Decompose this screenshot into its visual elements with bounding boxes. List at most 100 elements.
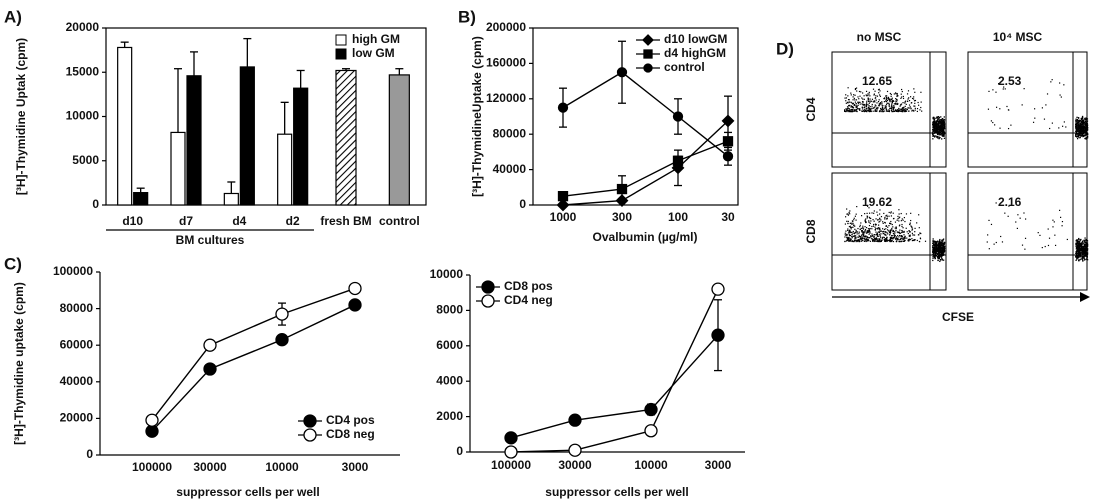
event-dot bbox=[872, 234, 874, 237]
event-dot bbox=[933, 127, 935, 129]
event-dot bbox=[913, 105, 915, 107]
event-dot bbox=[907, 98, 909, 100]
event-dot bbox=[885, 95, 887, 97]
event-dot bbox=[858, 240, 861, 243]
event-dot bbox=[1080, 130, 1082, 132]
event-dot bbox=[919, 109, 921, 111]
event-dot bbox=[943, 241, 946, 244]
event-dot bbox=[913, 239, 915, 241]
event-dot bbox=[880, 233, 882, 235]
event-dot bbox=[935, 245, 937, 247]
event-dot bbox=[873, 107, 875, 109]
event-dot bbox=[902, 227, 904, 229]
event-dot bbox=[861, 239, 863, 241]
event-dot bbox=[850, 226, 852, 229]
event-dot bbox=[879, 110, 881, 112]
event-dot bbox=[904, 110, 906, 113]
event-dot bbox=[846, 109, 848, 111]
event-dot bbox=[1079, 133, 1081, 135]
event-dot bbox=[933, 241, 936, 243]
event-dot bbox=[868, 110, 870, 113]
event-dot bbox=[879, 213, 881, 215]
event-dot bbox=[938, 250, 940, 252]
event-dot bbox=[892, 229, 894, 232]
event-dot bbox=[866, 236, 869, 239]
event-dot bbox=[857, 240, 859, 243]
event-dot bbox=[857, 240, 859, 242]
event-dot bbox=[913, 96, 915, 98]
event-dot bbox=[1077, 245, 1079, 248]
event-dot bbox=[874, 90, 876, 92]
event-dot bbox=[848, 108, 851, 110]
event-dot bbox=[1051, 79, 1053, 81]
event-dot bbox=[1077, 244, 1079, 246]
event-dot bbox=[936, 119, 939, 122]
event-dot bbox=[848, 235, 851, 237]
event-dot bbox=[855, 99, 858, 101]
event-dot bbox=[873, 220, 875, 222]
event-dot bbox=[878, 239, 880, 241]
event-dot bbox=[895, 98, 897, 100]
event-dot bbox=[865, 236, 867, 238]
event-dot bbox=[846, 109, 849, 111]
event-dot bbox=[897, 110, 900, 113]
event-dot bbox=[861, 236, 863, 238]
event-dot bbox=[938, 255, 940, 258]
event-dot bbox=[935, 254, 937, 257]
event-dot bbox=[867, 230, 869, 232]
event-dot bbox=[1082, 253, 1084, 256]
event-dot bbox=[924, 240, 927, 242]
event-dot bbox=[852, 235, 854, 237]
event-dot bbox=[1059, 82, 1061, 84]
event-dot bbox=[878, 88, 880, 90]
event-dot bbox=[848, 230, 850, 232]
event-dot bbox=[1085, 252, 1087, 254]
event-dot bbox=[897, 109, 899, 111]
event-dot bbox=[1084, 123, 1086, 125]
series-line bbox=[562, 140, 729, 197]
event-dot bbox=[861, 237, 864, 239]
event-dot bbox=[848, 226, 851, 228]
event-dot bbox=[1075, 242, 1077, 245]
event-dot bbox=[932, 238, 934, 240]
event-dot bbox=[941, 123, 943, 125]
event-dot bbox=[890, 215, 893, 217]
event-dot bbox=[1060, 96, 1062, 98]
event-dot bbox=[943, 116, 945, 118]
event-dot bbox=[1084, 137, 1086, 140]
event-dot bbox=[851, 110, 853, 113]
event-dot bbox=[887, 226, 889, 228]
event-dot bbox=[937, 252, 939, 255]
event-dot bbox=[937, 259, 939, 262]
y-tick-label: 2000 bbox=[436, 409, 463, 423]
event-dot bbox=[878, 231, 880, 233]
y-tick-label: 60000 bbox=[60, 337, 94, 351]
x-axis-label: Ovalbumin (µg/ml) bbox=[593, 230, 698, 244]
event-dot bbox=[868, 221, 870, 223]
event-dot bbox=[939, 245, 942, 247]
y-tick-label: 0 bbox=[92, 197, 99, 211]
event-dot bbox=[885, 238, 887, 240]
event-dot bbox=[911, 238, 913, 240]
event-dot bbox=[943, 253, 945, 256]
event-dot bbox=[1075, 128, 1078, 130]
event-dot bbox=[939, 125, 941, 127]
event-dot bbox=[934, 256, 936, 258]
event-dot bbox=[864, 219, 866, 221]
marker bbox=[711, 282, 725, 296]
event-dot bbox=[853, 233, 856, 235]
event-dot bbox=[1086, 131, 1088, 133]
event-dot bbox=[863, 230, 866, 232]
event-dot bbox=[1082, 250, 1084, 252]
event-dot bbox=[1083, 244, 1085, 246]
event-dot bbox=[896, 95, 898, 98]
event-dot bbox=[935, 251, 937, 253]
event-dot bbox=[1085, 241, 1087, 244]
event-dot bbox=[878, 221, 880, 223]
event-dot bbox=[865, 227, 868, 229]
event-dot bbox=[1077, 120, 1079, 122]
event-dot bbox=[1001, 241, 1004, 243]
event-dot bbox=[874, 104, 876, 106]
event-dot bbox=[885, 240, 888, 242]
event-dot bbox=[852, 108, 854, 110]
